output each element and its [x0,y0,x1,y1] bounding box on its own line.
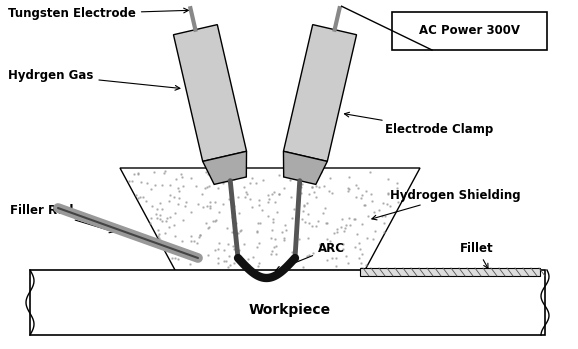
Text: AC Power 300V: AC Power 300V [419,24,520,37]
Bar [392,12,547,50]
Polygon shape [120,168,420,288]
Text: Hydrgen Gas: Hydrgen Gas [8,68,180,90]
Bar [173,25,247,161]
Bar [360,268,540,276]
Text: Workpiece: Workpiece [249,303,331,317]
Text: Hydrogen Shielding: Hydrogen Shielding [372,188,521,220]
Text: Tungsten Electrode: Tungsten Electrode [8,7,188,21]
Text: ARC: ARC [276,242,345,271]
Text: Filler Rod: Filler Rod [10,203,114,233]
Text: Fillet: Fillet [460,242,494,268]
Bar [30,270,545,335]
Text: Electrode Clamp: Electrode Clamp [344,112,493,136]
Polygon shape [283,151,327,184]
Polygon shape [203,151,247,184]
Bar [283,25,357,161]
